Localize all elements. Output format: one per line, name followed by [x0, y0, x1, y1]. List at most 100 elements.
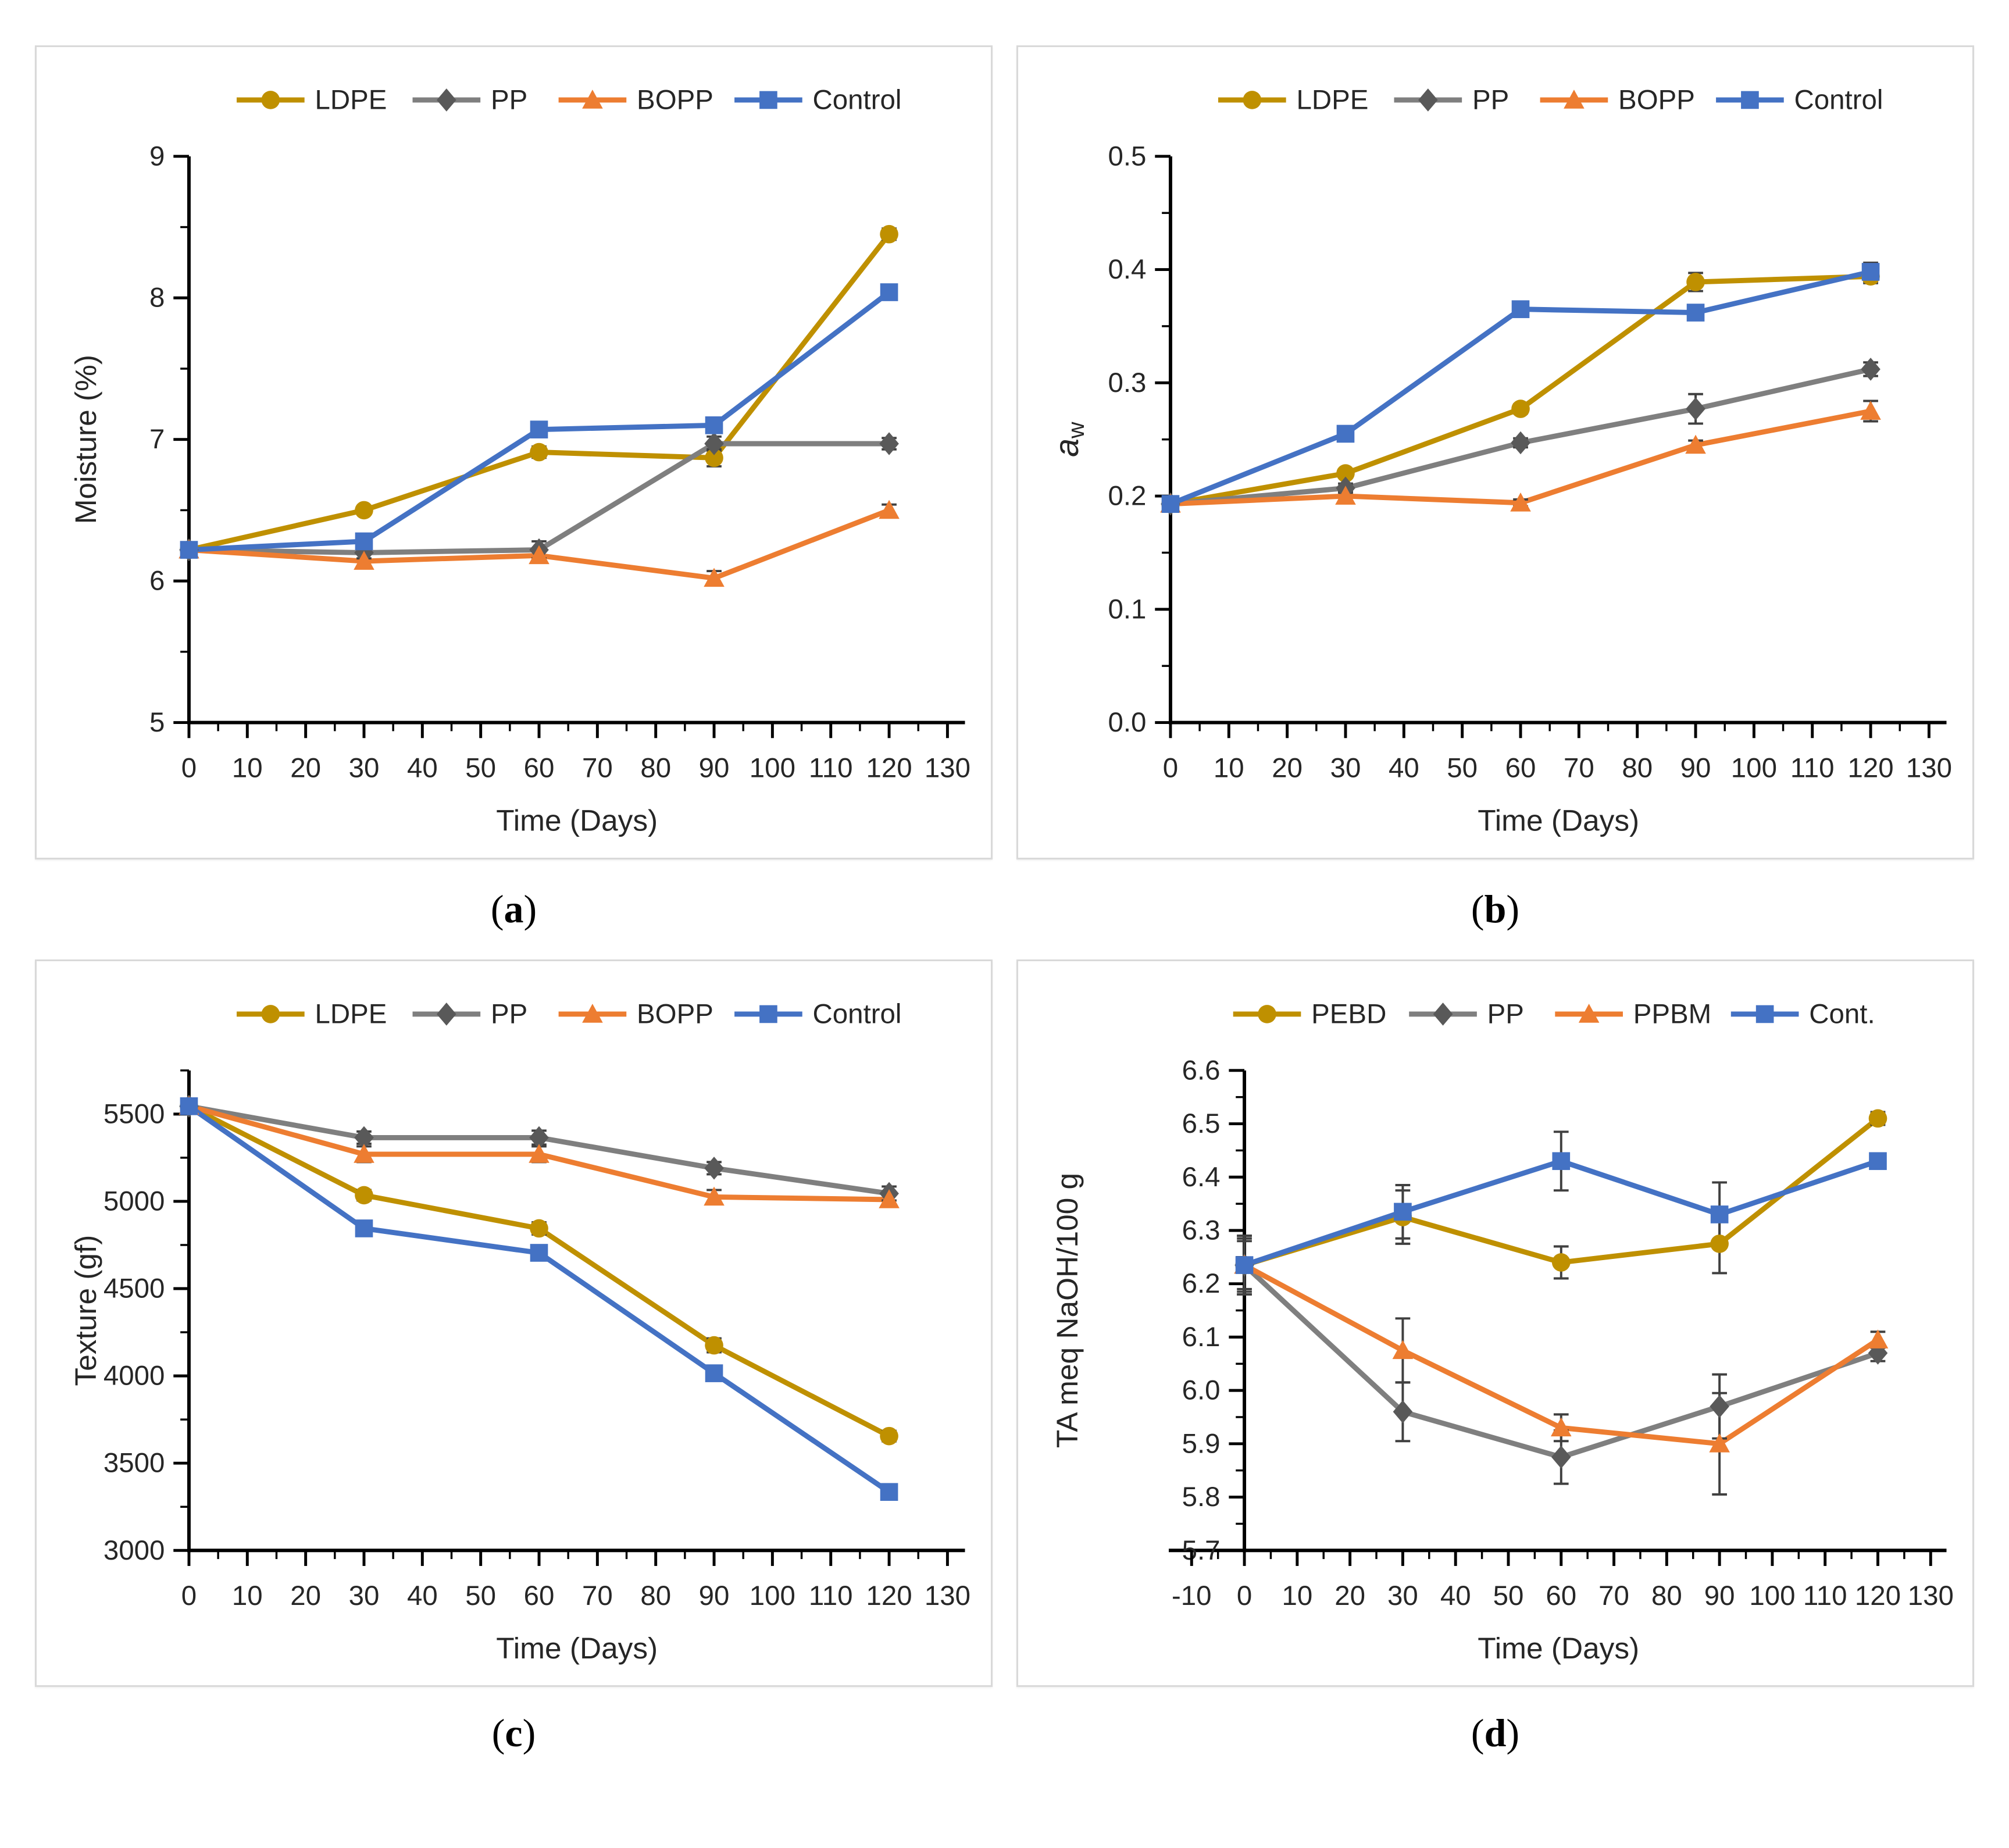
legend-item-PP: PP: [412, 84, 527, 115]
x-axis-title: Time (Days): [496, 1631, 658, 1665]
legend-label: BOPP: [637, 84, 713, 115]
x-tick-label: 80: [1651, 1581, 1682, 1611]
Control-marker-square: [355, 532, 373, 551]
x-tick-label: 60: [1546, 1581, 1576, 1611]
BOPP-marker-triangle: [1685, 434, 1706, 454]
x-tick-label: 100: [750, 752, 795, 783]
y-tick-label: 6.6: [1182, 1055, 1221, 1086]
legend-item-PEBD: PEBD: [1233, 998, 1386, 1029]
PEBD-marker-circle: [1868, 1109, 1887, 1128]
LDPE-marker-circle: [530, 1219, 548, 1238]
caption-b: (b): [1016, 859, 1974, 959]
PP-marker-diamond: [1551, 1445, 1571, 1469]
Control-marker-square: [530, 420, 548, 438]
x-tick-label: 20: [290, 1581, 321, 1611]
y-tick-label: 6.1: [1182, 1322, 1221, 1353]
y-tick-label: 0.2: [1108, 481, 1146, 512]
legend-item-PPBM: PPBM: [1555, 998, 1711, 1029]
x-tick-label: 30: [1387, 1581, 1418, 1611]
y-tick-label: 6.2: [1182, 1268, 1221, 1299]
x-tick-label: 20: [1334, 1581, 1365, 1611]
x-tick-label: 110: [809, 752, 853, 783]
y-tick-label: 5.9: [1182, 1428, 1221, 1459]
x-tick-label: 120: [1847, 752, 1893, 783]
Control-marker-square: [880, 1483, 898, 1501]
PPBM-legend-marker-triangle: [1578, 1004, 1600, 1023]
x-tick-label: 120: [866, 1581, 912, 1611]
x-tick-label: 10: [1282, 1581, 1312, 1611]
legend-label: Control: [813, 84, 902, 115]
x-tick-label: 40: [1440, 1581, 1471, 1611]
x-tick-label: 50: [465, 1581, 496, 1611]
y-tick-label: 0.0: [1108, 707, 1146, 738]
y-tick-label: 6: [149, 566, 165, 597]
x-tick-label: 90: [699, 1581, 730, 1611]
PPBM-marker-triangle: [1709, 1433, 1730, 1453]
x-tick-label: 20: [1272, 752, 1303, 783]
LDPE-marker-circle: [880, 1426, 898, 1446]
BOPP-marker-triangle: [1510, 492, 1531, 512]
x-tick-label: 0: [1237, 1581, 1252, 1611]
BOPP-marker-triangle: [529, 1143, 549, 1163]
caption-paren: ): [523, 887, 537, 932]
BOPP-marker-triangle: [879, 1189, 900, 1208]
legend-label: PEBD: [1311, 998, 1386, 1029]
BOPP-marker-triangle: [529, 545, 549, 565]
BOPP-legend-marker-triangle: [582, 90, 603, 109]
y-tick-label: 0.5: [1108, 141, 1146, 172]
Control-marker-square: [355, 1219, 373, 1237]
LDPE-marker-circle: [880, 224, 898, 244]
chart-titratable-acidity: 5.7 5.8 5.9 6.0 6.1 6.2 6.3 6.4 6.5 6.6 -10 0 10 20 30…: [1018, 961, 1972, 1686]
x-axis-title: Time (Days): [1478, 803, 1639, 837]
Control-marker-square: [1861, 263, 1880, 281]
y-tick-label: 5000: [104, 1186, 165, 1216]
caption-paren: (: [490, 887, 504, 932]
caption-d: (d): [1016, 1687, 1974, 1779]
LDPE-legend-marker-circle: [261, 1004, 280, 1023]
legend-label: BOPP: [1618, 84, 1695, 115]
x-tick-label: 90: [1704, 1581, 1735, 1611]
legend-label: LDPE: [1296, 84, 1368, 115]
y-tick-label: 5: [149, 707, 165, 738]
y-tick-label: 4500: [104, 1273, 165, 1304]
x-tick-label: 70: [582, 1581, 613, 1611]
caption-paren: (: [1471, 887, 1485, 932]
y-tick-label: 6.0: [1182, 1375, 1221, 1405]
legend-label: LDPE: [315, 998, 387, 1029]
PPBM-marker-triangle: [1550, 1417, 1572, 1437]
x-tick-label: 30: [1330, 752, 1361, 783]
legend-label: PPBM: [1633, 998, 1711, 1029]
PPBM-marker-triangle: [1867, 1329, 1889, 1348]
LDPE-marker-circle: [355, 1186, 373, 1205]
x-tick-label: 70: [1564, 752, 1594, 783]
x-tick-label: 130: [925, 752, 970, 783]
x-tick-label: 120: [866, 752, 912, 783]
legend-label: Cont.: [1809, 998, 1875, 1029]
LDPE-legend-marker-circle: [1243, 91, 1262, 109]
LDPE-marker-circle: [355, 501, 373, 520]
Cont.-marker-square: [1235, 1256, 1254, 1274]
legend-item-Control: Control: [734, 84, 901, 115]
caption-letter: a: [504, 887, 524, 932]
x-tick-label: 50: [1447, 752, 1478, 783]
x-tick-label: 100: [750, 1581, 795, 1611]
x-tick-label: 40: [407, 752, 438, 783]
caption-paren: ): [1506, 1710, 1520, 1755]
figure-grid: 5 6 7 8 9 0 10 20 30 40 50 60 70 80 90 100 110 120 130 Time…: [35, 45, 1974, 1779]
x-tick-label: 100: [1731, 752, 1777, 783]
PP-legend-marker-diamond: [1418, 88, 1438, 112]
Cont.-marker-square: [1869, 1152, 1887, 1170]
PEBD-marker-circle: [1710, 1234, 1729, 1253]
PP-marker-diamond: [1686, 397, 1705, 420]
caption-letter: c: [505, 1710, 523, 1755]
LDPE-marker-circle: [1511, 399, 1530, 418]
PPBM-marker-triangle: [1392, 1340, 1414, 1360]
series-line-LDPE: [186, 231, 892, 553]
Cont.-marker-square: [1552, 1152, 1571, 1170]
BOPP-marker-triangle: [879, 500, 900, 519]
Control-marker-square: [880, 283, 898, 301]
legend-item-PP: PP: [1409, 998, 1524, 1029]
legend-item-BOPP: BOPP: [558, 84, 713, 115]
PP-legend-marker-diamond: [437, 1003, 456, 1026]
